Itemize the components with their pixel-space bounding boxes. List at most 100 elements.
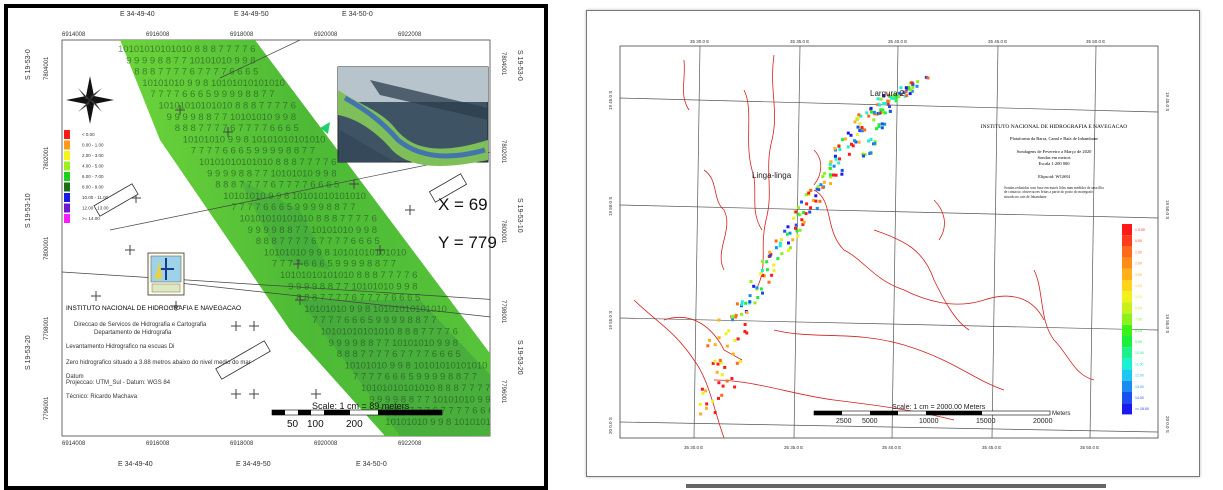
- sounding-point: [897, 95, 901, 98]
- title-block: INSTITUTO NACIONAL DE HIDROGRAFIA E NAVE…: [981, 124, 1127, 179]
- sounding-point: [796, 212, 800, 216]
- sounding-row: 10101010 9 9 8 10101010101010: [223, 191, 366, 202]
- sounding-point: [794, 210, 798, 214]
- sounding-point: [796, 206, 800, 210]
- northing-label-left: 7796001: [44, 396, 50, 420]
- sounding-row: 7 7 7 7 6 6 6 5 9 9 9 9 8 8 7 7: [312, 315, 436, 326]
- right-legend-swatch: [1122, 268, 1132, 280]
- sounding-point: [847, 152, 851, 156]
- right-map-canvas: Largura 2 Linga-linga INSTITUTO NACIONAL…: [608, 39, 1170, 450]
- sounding-point: [894, 99, 898, 103]
- right-map-panel: Largura 2 Linga-linga INSTITUTO NACIONAL…: [574, 0, 1223, 489]
- sounding-point: [718, 358, 722, 362]
- legend-label: 2.00 - 3.00: [82, 153, 104, 158]
- sheet-label-left: S 19-53-0: [25, 49, 32, 80]
- sounding-point: [869, 151, 873, 155]
- panel-shadow: [686, 484, 1106, 488]
- right-legend-swatch: [1122, 257, 1132, 269]
- sounding-point: [780, 238, 783, 241]
- sounding-point: [720, 393, 724, 397]
- sounding-point: [905, 94, 909, 98]
- lon-label-top: 35 45.0 E: [988, 39, 1007, 44]
- grid-label-box: [428, 173, 468, 203]
- title-line: Sondas em metros: [1038, 155, 1071, 160]
- sounding-point: [761, 259, 765, 263]
- sheet-label-right: S 19-53-0: [516, 50, 523, 81]
- sounding-point: [838, 148, 842, 151]
- sounding-point: [837, 161, 841, 165]
- sounding-point: [759, 272, 763, 276]
- lat-label-right: 20 0.0 S: [1165, 416, 1170, 433]
- right-legend-swatch: [1122, 313, 1132, 325]
- sounding-point: [867, 114, 871, 118]
- sounding-point: [745, 331, 749, 335]
- sounding-point: [733, 385, 737, 389]
- sounding-point: [768, 250, 772, 254]
- sheet-label-top: E 34-49-50: [234, 11, 269, 18]
- place-label-largura: Largura 2: [870, 89, 905, 98]
- zero-text: Zero hidrografico situado a 3.88 metros …: [66, 360, 251, 366]
- sounding-row: 9 9 9 9 8 8 7 7 10101010 9 9 8: [126, 55, 255, 66]
- right-legend-swatch: [1122, 246, 1132, 258]
- sounding-point: [701, 391, 705, 395]
- sounding-point: [808, 210, 812, 214]
- sounding-point: [756, 296, 760, 299]
- sounding-point: [715, 370, 719, 374]
- lat-label-right: 19 50.0 S: [1165, 200, 1170, 219]
- sounding-point: [740, 312, 744, 316]
- sounding-row: 10101010 9 9 8 10101010101010: [183, 134, 326, 145]
- sounding-point: [863, 128, 867, 132]
- sounding-point: [748, 300, 752, 304]
- sounding-row: 10101010101010 8 8 8 7 7 7 7 6: [280, 270, 417, 281]
- lon-label-bottom: 35 30.0 E: [684, 445, 703, 450]
- sounding-point: [730, 315, 734, 319]
- left-scale-tick: 100: [307, 419, 324, 430]
- sounding-point: [902, 91, 906, 95]
- sounding-point: [876, 103, 880, 107]
- sounding-point: [873, 142, 877, 145]
- sounding-row: 8 8 8 7 7 7 7 6 7 7 7 7 6 6 6 5: [134, 67, 258, 78]
- right-legend-label: 4.00: [1135, 284, 1142, 288]
- lat-label-left: 19 55.0 S: [608, 311, 613, 330]
- sounding-point: [720, 373, 724, 377]
- sounding-point: [708, 338, 711, 342]
- sounding-point: [889, 96, 893, 100]
- sounding-point: [856, 125, 860, 129]
- sounding-point: [833, 147, 837, 151]
- sounding-point: [755, 288, 759, 292]
- right-scale-bar: Scale: 1 cm = 2000.00 Meters 2500 5000 1…: [813, 404, 1070, 425]
- lon-label-bottom: 35 50.0 E: [1080, 445, 1099, 450]
- sounding-point: [872, 118, 876, 122]
- right-legend-label: 14.00: [1135, 396, 1144, 400]
- legend-label: 10.00 - 11.00: [82, 195, 109, 200]
- institute-logo-icon: [147, 252, 185, 296]
- sounding-point: [832, 164, 836, 168]
- sounding-point: [786, 225, 790, 229]
- sounding-point: [752, 284, 756, 288]
- northing-label-right: 7798001: [500, 300, 506, 324]
- sounding-point: [735, 302, 739, 306]
- sounding-row: 9 9 9 9 8 8 7 7 10101010 9 9 8: [248, 225, 377, 236]
- right-legend-swatch: [1122, 280, 1132, 292]
- sounding-point: [829, 182, 832, 185]
- sounding-point: [772, 269, 776, 273]
- sounding-point: [883, 122, 887, 126]
- sounding-point: [711, 399, 715, 403]
- right-scale-tick: 5000: [862, 418, 878, 425]
- sheet-label-bottom: E 34-49-40: [118, 461, 153, 468]
- sounding-point: [833, 154, 837, 158]
- sounding-row: 10101010101010 8 8 8 7 7 7 7 6: [321, 327, 458, 338]
- sounding-point: [734, 315, 738, 319]
- sounding-point: [875, 127, 878, 131]
- sounding-point: [853, 120, 857, 124]
- sounding-point: [765, 260, 769, 264]
- right-legend-label: 5.00: [1135, 295, 1142, 299]
- sounding-point: [783, 229, 787, 233]
- right-legend-label: 8.00: [1135, 329, 1142, 333]
- sounding-point: [774, 239, 778, 243]
- survey-line: [219, 40, 301, 79]
- channel-deep-patch: [240, 180, 330, 270]
- sounding-point: [865, 111, 869, 115]
- sounding-point: [794, 223, 798, 227]
- sounding-point: [872, 110, 876, 114]
